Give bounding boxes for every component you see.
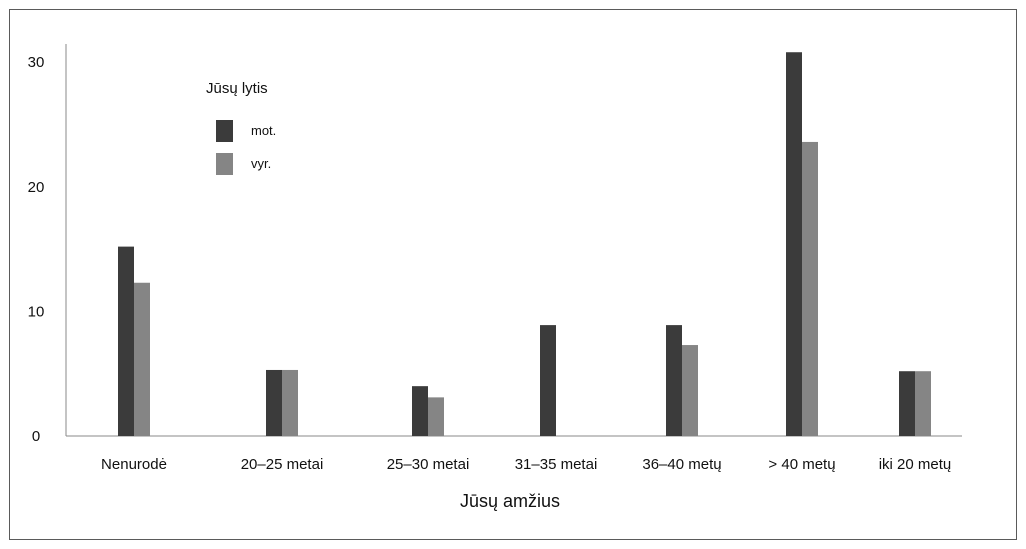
y-tick-label: 20 (28, 179, 45, 196)
y-tick-label: 10 (28, 303, 45, 320)
bar-mot (118, 246, 134, 436)
x-tick-label: iki 20 metų (879, 456, 952, 473)
x-tick-label: 20–25 metai (241, 456, 324, 473)
legend: Jūsų lytis mot. vyr. (206, 80, 276, 175)
legend-swatch (216, 120, 233, 142)
x-axis-ticks: Nenurodė 20–25 metai 25–30 metai 31–35 meta… (101, 456, 951, 473)
chart-axes (65, 44, 962, 437)
bar-mot (266, 369, 282, 436)
bar-vyr (915, 371, 931, 436)
y-tick-label: 30 (28, 54, 45, 71)
bar-mot (786, 52, 802, 437)
bar-vyr (428, 397, 444, 436)
bar-mot (666, 325, 682, 436)
bar-mot (540, 325, 556, 436)
x-tick-label: > 40 metų (768, 456, 835, 473)
bar-mot (899, 371, 915, 436)
bar-mot (412, 386, 428, 436)
legend-label: mot. (251, 123, 276, 138)
y-tick-label: 0 (32, 428, 40, 445)
legend-title: Jūsų lytis (206, 80, 268, 97)
bar-vyr (802, 141, 818, 436)
x-tick-label: 25–30 metai (387, 456, 470, 473)
bar-vyr (282, 369, 298, 436)
chart-bars (118, 52, 931, 437)
chart-frame (9, 9, 1017, 540)
legend-label: vyr. (251, 156, 271, 171)
x-tick-label: 31–35 metai (515, 456, 598, 473)
x-tick-label: 36–40 metų (642, 456, 721, 473)
bar-vyr (134, 282, 150, 436)
legend-swatch (216, 153, 233, 175)
x-axis-title: Jūsų amžius (460, 491, 560, 511)
x-tick-label: Nenurodė (101, 456, 167, 473)
y-axis-ticks: 0 10 20 30 (28, 54, 45, 445)
bar-vyr (682, 345, 698, 436)
